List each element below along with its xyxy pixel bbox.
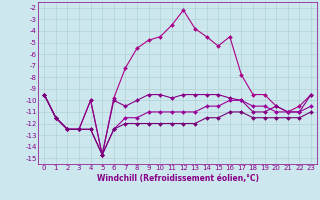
X-axis label: Windchill (Refroidissement éolien,°C): Windchill (Refroidissement éolien,°C): [97, 174, 259, 183]
